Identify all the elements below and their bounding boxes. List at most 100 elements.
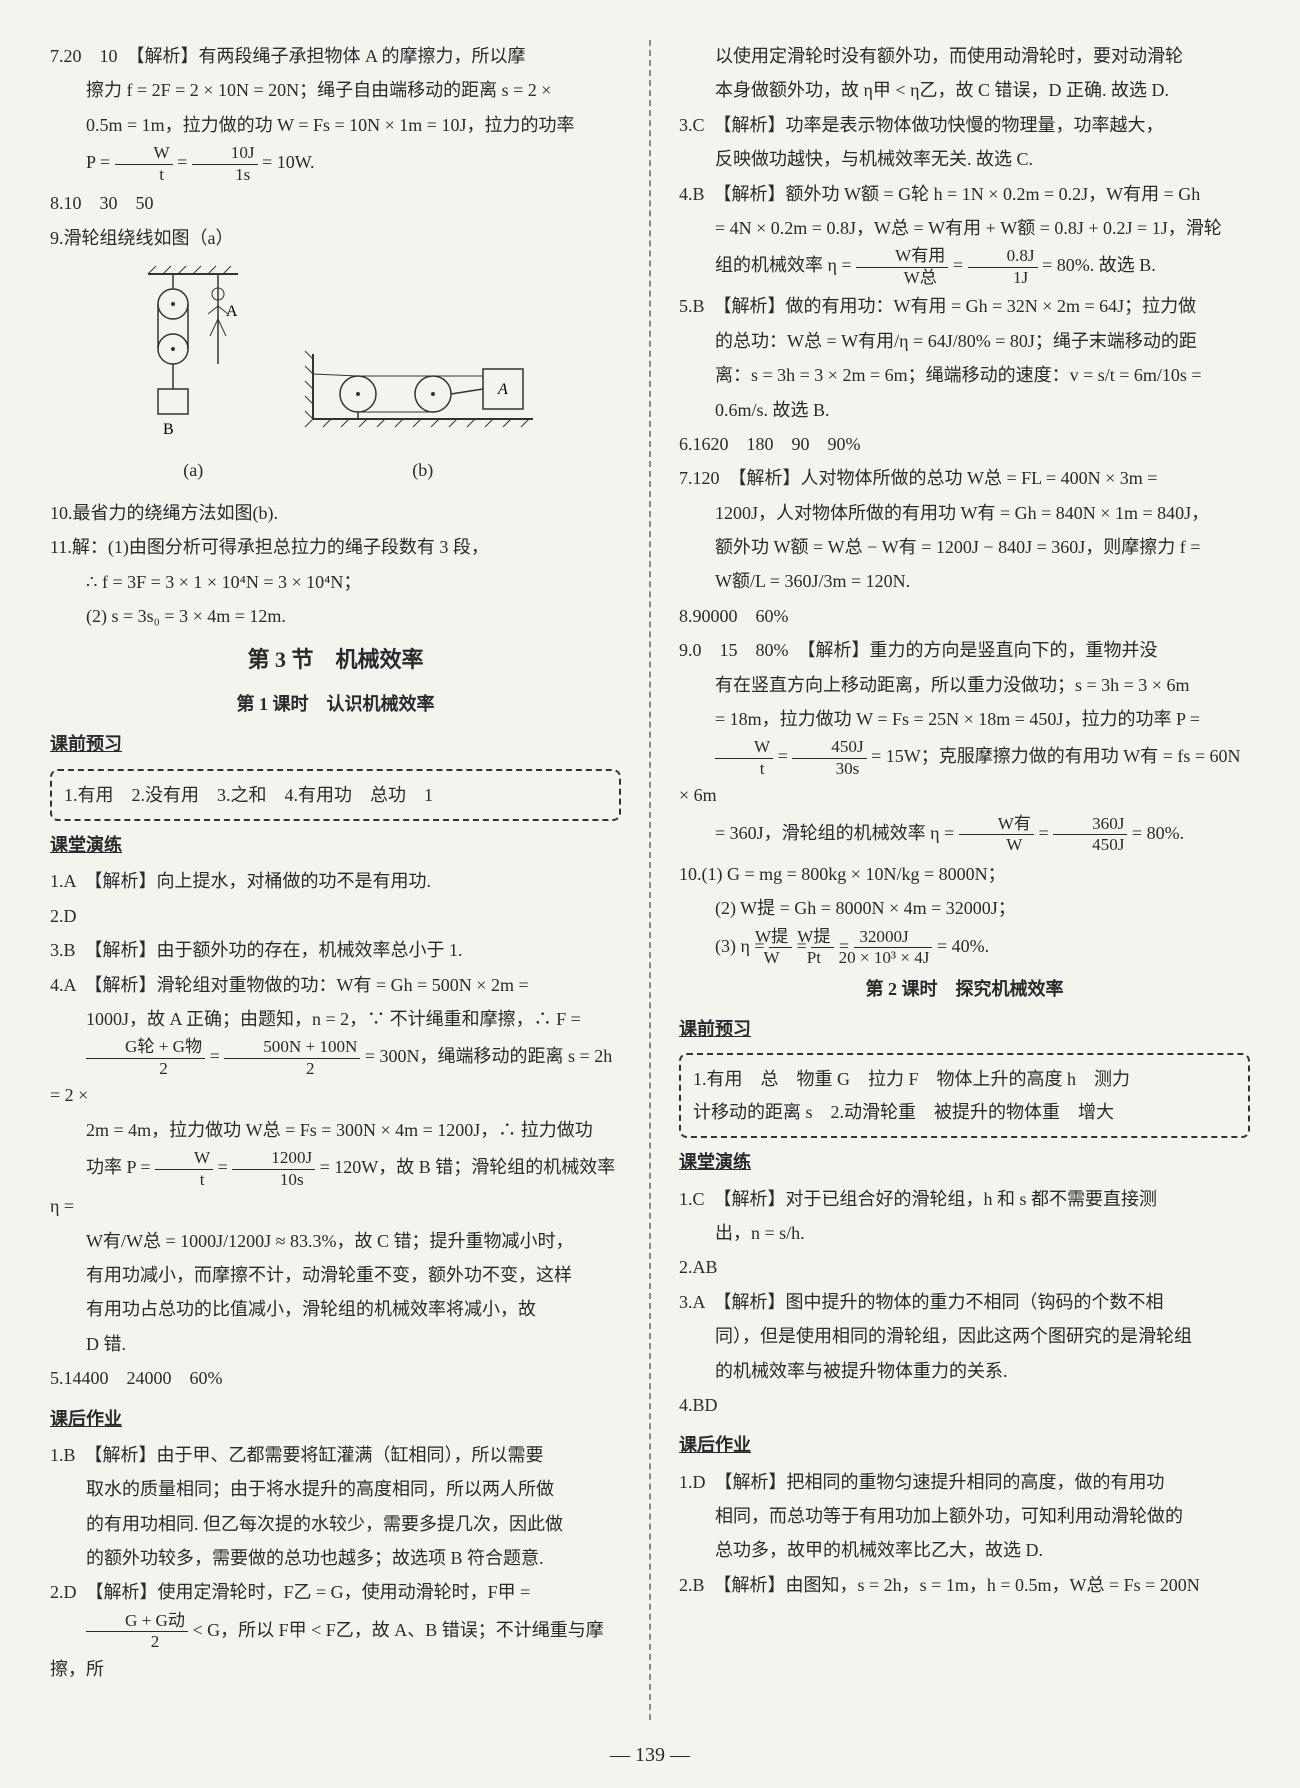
frac-10j-1s: 10J1s bbox=[192, 143, 258, 185]
q7-line2: 擦力 f = 2F = 2 × 10N = 20N；绳子自由端移动的距离 s =… bbox=[50, 74, 621, 106]
r4b: = 4N × 0.2m = 0.8J，W总 = W有用 + W额 = 0.8J … bbox=[679, 212, 1250, 244]
p4c: G轮 + G物2 = 500N + 100N2 = 300N，绳端移动的距离 s… bbox=[50, 1037, 621, 1111]
diagram-b: A (b) bbox=[303, 324, 543, 487]
r4c: 组的机械效率 η = W有用W总 = 0.8J1J = 80%. 故选 B. bbox=[679, 246, 1250, 288]
h2-1a: 1.D 【解析】把相同的重物匀速提升相同的高度，做的有用功 bbox=[679, 1466, 1250, 1498]
h1c: 的有用功相同. 但乙每次提的水较少，需要多提几次，因此做 bbox=[50, 1508, 621, 1540]
diagram-area: B A (a) bbox=[50, 264, 621, 487]
r4a: 4.B 【解析】额外功 W额 = G轮 h = 1N × 0.2m = 0.2J… bbox=[679, 178, 1250, 210]
preview2-title: 课前预习 bbox=[679, 1013, 1250, 1045]
p4f: W有/W总 = 1000J/1200J ≈ 83.3%，故 C 错；提升重物减小… bbox=[50, 1225, 621, 1257]
diagram-a-label: (a) bbox=[128, 454, 258, 486]
q11a: 11.解：(1)由图分析可得承担总拉力的绳子段数有 3 段， bbox=[50, 531, 621, 563]
practice2-title: 课堂演练 bbox=[679, 1146, 1250, 1178]
q7d-pre: P = bbox=[86, 152, 115, 172]
r10a: 10.(1) G = mg = 800kg × 10N/kg = 8000N； bbox=[679, 858, 1250, 890]
r1a: 以使用定滑轮时没有额外功，而使用动滑轮时，要对动滑轮 bbox=[679, 40, 1250, 72]
diagram-a: B A (a) bbox=[128, 264, 258, 487]
h1b: 取水的质量相同；由于将水提升的高度相同，所以两人所做 bbox=[50, 1473, 621, 1505]
r5c: 离：s = 3h = 3 × 2m = 6m；绳端移动的速度：v = s/t =… bbox=[679, 359, 1250, 391]
lesson-1-title: 第 1 课时 认识机械效率 bbox=[50, 688, 621, 720]
p2-1b: 出，n = s/h. bbox=[679, 1217, 1250, 1249]
right-column: 以使用定滑轮时没有额外功，而使用动滑轮时，要对动滑轮 本身做额外功，故 η甲 <… bbox=[679, 40, 1250, 1720]
svg-text:A: A bbox=[497, 381, 508, 398]
h1a: 1.B 【解析】由于甲、乙都需要将缸灌满（缸相同），所以需要 bbox=[50, 1439, 621, 1471]
svg-text:B: B bbox=[163, 421, 174, 438]
column-divider bbox=[649, 40, 651, 1720]
r9d: Wt = 450J30s = 15W；克服摩擦力做的有用功 W有 = fs = … bbox=[679, 737, 1250, 811]
section-3-title: 第 3 节 机械效率 bbox=[50, 640, 621, 680]
lesson-2-title: 第 2 课时 探究机械效率 bbox=[679, 973, 1250, 1005]
r7c: 额外功 W额 = W总 − W有 = 1200J − 840J = 360J，则… bbox=[679, 531, 1250, 563]
p4b: 1000J，故 A 正确；由题知，n = 2，∵ 不计绳重和摩擦，∴ F = bbox=[50, 1003, 621, 1035]
homework-title: 课后作业 bbox=[50, 1403, 621, 1435]
r7a: 7.120 【解析】人对物体所做的总功 W总 = FL = 400N × 3m … bbox=[679, 462, 1250, 494]
p3: 3.B 【解析】由于额外功的存在，机械效率总小于 1. bbox=[50, 934, 621, 966]
r9a: 9.0 15 80% 【解析】重力的方向是竖直向下的，重物并没 bbox=[679, 634, 1250, 666]
r7b: 1200J，人对物体所做的有用功 W有 = Gh = 840N × 1m = 8… bbox=[679, 497, 1250, 529]
practice-title: 课堂演练 bbox=[50, 829, 621, 861]
r3d: 反映做功越快，与机械效率无关. 故选 C. bbox=[679, 143, 1250, 175]
preview2-line1: 1.有用 总 物重 G 拉力 F 物体上升的高度 h 测力 bbox=[693, 1063, 1236, 1095]
p2-3b: 同），但是使用相同的滑轮组，因此这两个图研究的是滑轮组 bbox=[679, 1320, 1250, 1352]
p4e: 功率 P = Wt = 1200J10s = 120W，故 B 错；滑轮组的机械… bbox=[50, 1148, 621, 1222]
p2-1a: 1.C 【解析】对于已组合好的滑轮组，h 和 s 都不需要直接测 bbox=[679, 1183, 1250, 1215]
homework2-title: 课后作业 bbox=[679, 1429, 1250, 1461]
q7d-post: = 10W. bbox=[258, 152, 315, 172]
p2-2: 2.AB bbox=[679, 1251, 1250, 1283]
preview-title: 课前预习 bbox=[50, 728, 621, 760]
frac-w-t: Wt bbox=[115, 143, 173, 185]
preview2-line2: 计移动的距离 s 2.动滑轮重 被提升的物体重 增大 bbox=[693, 1096, 1236, 1128]
h2-1c: 总功多，故甲的机械效率比乙大，故选 D. bbox=[679, 1534, 1250, 1566]
p2: 2.D bbox=[50, 900, 621, 932]
p4h: 有用功占总功的比值减小，滑轮组的机械效率将减小，故 bbox=[50, 1293, 621, 1325]
h1d: 的额外功较多，需要做的总功也越多；故选项 B 符合题意. bbox=[50, 1542, 621, 1574]
q7-line3: 0.5m = 1m，拉力做的功 W = Fs = 10N × 1m = 10J，… bbox=[50, 109, 621, 141]
r8: 8.90000 60% bbox=[679, 600, 1250, 632]
frac-p4c: G轮 + G物2 bbox=[86, 1037, 205, 1079]
r10b: (2) W提 = Gh = 8000N × 4m = 32000J； bbox=[679, 892, 1250, 924]
left-column: 7.20 10 【解析】有两段绳子承担物体 A 的摩擦力，所以摩 擦力 f = … bbox=[50, 40, 621, 1720]
preview-content: 1.有用 2.没有用 3.之和 4.有用功 总功 1 bbox=[64, 779, 607, 811]
two-column-layout: 7.20 10 【解析】有两段绳子承担物体 A 的摩擦力，所以摩 擦力 f = … bbox=[50, 40, 1250, 1720]
r5d: 0.6m/s. 故选 B. bbox=[679, 394, 1250, 426]
q11b: ∴ f = 3F = 3 × 1 × 10⁴N = 3 × 10⁴N； bbox=[50, 566, 621, 598]
svg-text:A: A bbox=[226, 303, 238, 320]
pulley-diagram-b: A bbox=[303, 324, 543, 444]
r5b: 的总功：W总 = W有用/η = 64J/80% = 80J；绳子末端移动的距 bbox=[679, 325, 1250, 357]
q7-line1: 7.20 10 【解析】有两段绳子承担物体 A 的摩擦力，所以摩 bbox=[50, 40, 621, 72]
preview2-box: 1.有用 总 物重 G 拉力 F 物体上升的高度 h 测力 计移动的距离 s 2… bbox=[679, 1053, 1250, 1138]
r6: 6.1620 180 90 90% bbox=[679, 428, 1250, 460]
p1: 1.A 【解析】向上提水，对桶做的功不是有用功. bbox=[50, 865, 621, 897]
h2b: G + G动2 < G，所以 F甲 < F乙，故 A、B 错误；不计绳重与摩擦，… bbox=[50, 1611, 621, 1685]
frac-p4c2: 500N + 100N2 bbox=[224, 1037, 360, 1079]
r1b: 本身做额外功，故 η甲 < η乙，故 C 错误，D 正确. 故选 D. bbox=[679, 74, 1250, 106]
p4d: 2m = 4m，拉力做功 W总 = Fs = 300N × 4m = 1200J… bbox=[50, 1114, 621, 1146]
r10c: (3) η = W提W = W提Pt = 32000J20 × 10³ × 4J… bbox=[679, 927, 1250, 969]
q8: 8.10 30 50 bbox=[50, 187, 621, 219]
r3c: 3.C 【解析】功率是表示物体做功快慢的物理量，功率越大， bbox=[679, 109, 1250, 141]
h2a: 2.D 【解析】使用定滑轮时，F乙 = G，使用动滑轮时，F甲 = bbox=[50, 1576, 621, 1608]
r5a: 5.B 【解析】做的有用功：W有用 = Gh = 32N × 2m = 64J；… bbox=[679, 290, 1250, 322]
r9e: = 360J，滑轮组的机械效率 η = W有W = 360J450J = 80%… bbox=[679, 814, 1250, 856]
page-number: — 139 — bbox=[0, 1737, 1300, 1773]
p2-4: 4.BD bbox=[679, 1389, 1250, 1421]
r9b: 有在竖直方向上移动距离，所以重力没做功；s = 3h = 3 × 6m bbox=[679, 669, 1250, 701]
r7d: W额/L = 360J/3m = 120N. bbox=[679, 565, 1250, 597]
q9: 9.滑轮组绕线如图（a） bbox=[50, 222, 621, 254]
p4i: D 错. bbox=[50, 1328, 621, 1360]
p4a: 4.A 【解析】滑轮组对重物做的功：W有 = Gh = 500N × 2m = bbox=[50, 969, 621, 1001]
h2-2: 2.B 【解析】由图知，s = 2h，s = 1m，h = 0.5m，W总 = … bbox=[679, 1569, 1250, 1601]
diagram-b-label: (b) bbox=[303, 454, 543, 486]
p2-3a: 3.A 【解析】图中提升的物体的重力不相同（钩码的个数不相 bbox=[679, 1286, 1250, 1318]
q7-line4: P = Wt = 10J1s = 10W. bbox=[50, 143, 621, 185]
q10: 10.最省力的绕绳方法如图(b). bbox=[50, 497, 621, 529]
p2-3c: 的机械效率与被提升物体重力的关系. bbox=[679, 1355, 1250, 1387]
h2-1b: 相同，而总功等于有用功加上额外功，可知利用动滑轮做的 bbox=[679, 1500, 1250, 1532]
p4g: 有用功减小，而摩擦不计，动滑轮重不变，额外功不变，这样 bbox=[50, 1259, 621, 1291]
pulley-diagram-a: B A bbox=[128, 264, 258, 444]
p5: 5.14400 24000 60% bbox=[50, 1362, 621, 1394]
q7d-mid: = bbox=[173, 152, 192, 172]
preview-box: 1.有用 2.没有用 3.之和 4.有用功 总功 1 bbox=[50, 769, 621, 821]
r9c: = 18m，拉力做功 W = Fs = 25N × 18m = 450J，拉力的… bbox=[679, 703, 1250, 735]
